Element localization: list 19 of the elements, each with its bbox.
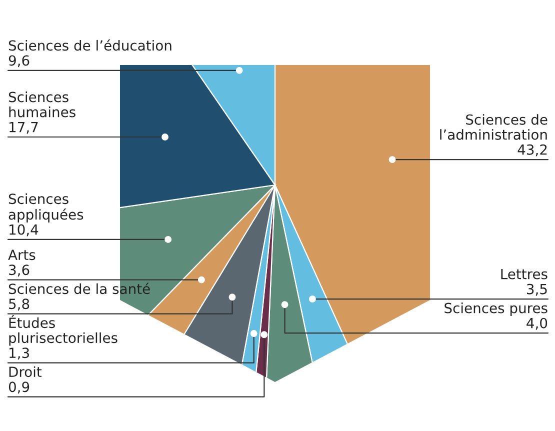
slice-label: Sciences humaines <box>8 92 76 118</box>
data-label: 1,3 <box>10 348 29 360</box>
slice-label: Études plurisectorielles <box>9 315 118 346</box>
slice-label: Sciences appliquées <box>8 193 84 222</box>
data-label: 4,0 <box>526 318 548 330</box>
slice-label: Lettres <box>501 268 548 280</box>
data-label: 0,9 <box>8 382 30 394</box>
data-label: 3,5 <box>526 284 547 296</box>
slice-label: Sciences de l’administration <box>440 114 548 140</box>
slice-label: Sciences pures <box>444 302 548 316</box>
slice-label: Droit <box>9 366 42 378</box>
data-label: 17,7 <box>10 122 38 134</box>
slice-label: Arts <box>8 250 36 260</box>
data-label: 5,8 <box>9 298 30 311</box>
data-label: 10,4 <box>10 224 38 236</box>
slice-label: Sciences de l’éducation <box>8 39 172 51</box>
data-label: 43,2 <box>518 144 547 156</box>
data-label: 3,6 <box>9 264 30 277</box>
data-label: 9,6 <box>8 55 30 68</box>
